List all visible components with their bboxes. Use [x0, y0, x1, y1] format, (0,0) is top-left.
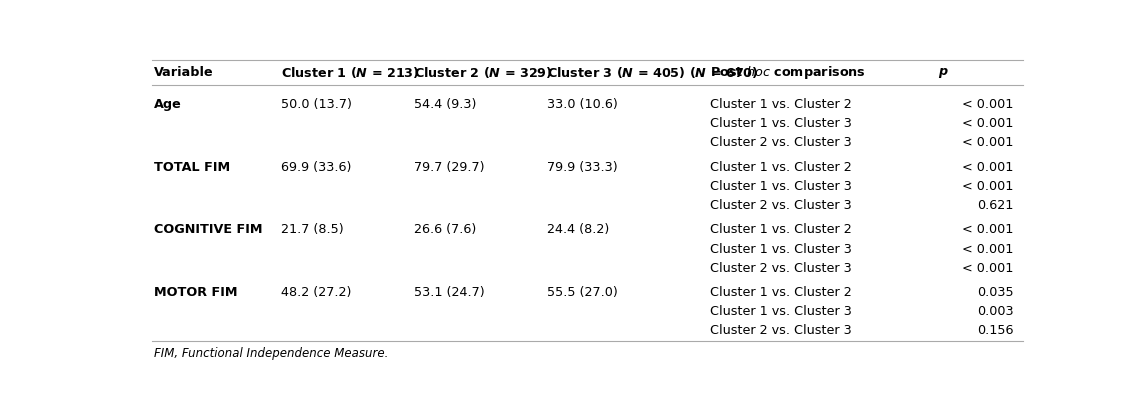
Text: 0.003: 0.003 — [978, 306, 1014, 318]
Text: Cluster 1 vs. Cluster 3: Cluster 1 vs. Cluster 3 — [709, 180, 851, 193]
Text: < 0.001: < 0.001 — [963, 117, 1014, 130]
Text: $\bfit{p}$: $\bfit{p}$ — [939, 66, 949, 80]
Text: Cluster 2 ($\bfit{N}$ = 329): Cluster 2 ($\bfit{N}$ = 329) — [414, 65, 552, 80]
Text: Cluster 1 vs. Cluster 2: Cluster 1 vs. Cluster 2 — [709, 161, 851, 173]
Text: < 0.001: < 0.001 — [963, 98, 1014, 111]
Text: Cluster 2 vs. Cluster 3: Cluster 2 vs. Cluster 3 — [709, 199, 851, 212]
Text: 0.035: 0.035 — [978, 286, 1014, 299]
Text: 53.1 (24.7): 53.1 (24.7) — [414, 286, 485, 299]
Text: Cluster 1 vs. Cluster 3: Cluster 1 vs. Cluster 3 — [709, 117, 851, 130]
Text: < 0.001: < 0.001 — [963, 242, 1014, 255]
Text: 79.7 (29.7): 79.7 (29.7) — [414, 161, 485, 173]
Text: Cluster 1 vs. Cluster 2: Cluster 1 vs. Cluster 2 — [709, 286, 851, 299]
Text: MOTOR FIM: MOTOR FIM — [154, 286, 237, 299]
Text: 24.4 (8.2): 24.4 (8.2) — [548, 224, 610, 237]
Text: 69.9 (33.6): 69.9 (33.6) — [281, 161, 352, 173]
Text: FIM, Functional Independence Measure.: FIM, Functional Independence Measure. — [154, 347, 388, 360]
Text: COGNITIVE FIM: COGNITIVE FIM — [154, 224, 262, 237]
Text: < 0.001: < 0.001 — [963, 136, 1014, 149]
Text: Cluster 1 vs. Cluster 3: Cluster 1 vs. Cluster 3 — [709, 242, 851, 255]
Text: Cluster 2 vs. Cluster 3: Cluster 2 vs. Cluster 3 — [709, 262, 851, 275]
Text: Cluster 1 vs. Cluster 2: Cluster 1 vs. Cluster 2 — [709, 224, 851, 237]
Text: 26.6 (7.6): 26.6 (7.6) — [414, 224, 477, 237]
Text: 21.7 (8.5): 21.7 (8.5) — [281, 224, 344, 237]
Text: 48.2 (27.2): 48.2 (27.2) — [281, 286, 352, 299]
Text: 33.0 (10.6): 33.0 (10.6) — [548, 98, 618, 111]
Text: 54.4 (9.3): 54.4 (9.3) — [414, 98, 477, 111]
Text: < 0.001: < 0.001 — [963, 161, 1014, 173]
Text: 55.5 (27.0): 55.5 (27.0) — [548, 286, 618, 299]
Text: 0.156: 0.156 — [978, 324, 1014, 337]
Text: Cluster 1 ($\bfit{N}$ = 213): Cluster 1 ($\bfit{N}$ = 213) — [281, 65, 419, 80]
Text: 0.621: 0.621 — [978, 199, 1014, 212]
Text: Cluster 2 vs. Cluster 3: Cluster 2 vs. Cluster 3 — [709, 136, 851, 149]
Text: 50.0 (13.7): 50.0 (13.7) — [281, 98, 352, 111]
Text: TOTAL FIM: TOTAL FIM — [154, 161, 230, 173]
Text: Cluster 1 vs. Cluster 2: Cluster 1 vs. Cluster 2 — [709, 98, 851, 111]
Text: Age: Age — [154, 98, 182, 111]
Text: < 0.001: < 0.001 — [963, 262, 1014, 275]
Text: 79.9 (33.3): 79.9 (33.3) — [548, 161, 618, 173]
Text: < 0.001: < 0.001 — [963, 224, 1014, 237]
Text: Cluster 2 vs. Cluster 3: Cluster 2 vs. Cluster 3 — [709, 324, 851, 337]
Text: Cluster 3 ($\bfit{N}$ = 405) ($\bfit{N}$ = 670): Cluster 3 ($\bfit{N}$ = 405) ($\bfit{N}$… — [548, 65, 759, 80]
Text: Post $\it{hoc}$ comparisons: Post $\it{hoc}$ comparisons — [709, 64, 865, 81]
Text: Cluster 1 vs. Cluster 3: Cluster 1 vs. Cluster 3 — [709, 306, 851, 318]
Text: Variable: Variable — [154, 66, 213, 79]
Text: < 0.001: < 0.001 — [963, 180, 1014, 193]
